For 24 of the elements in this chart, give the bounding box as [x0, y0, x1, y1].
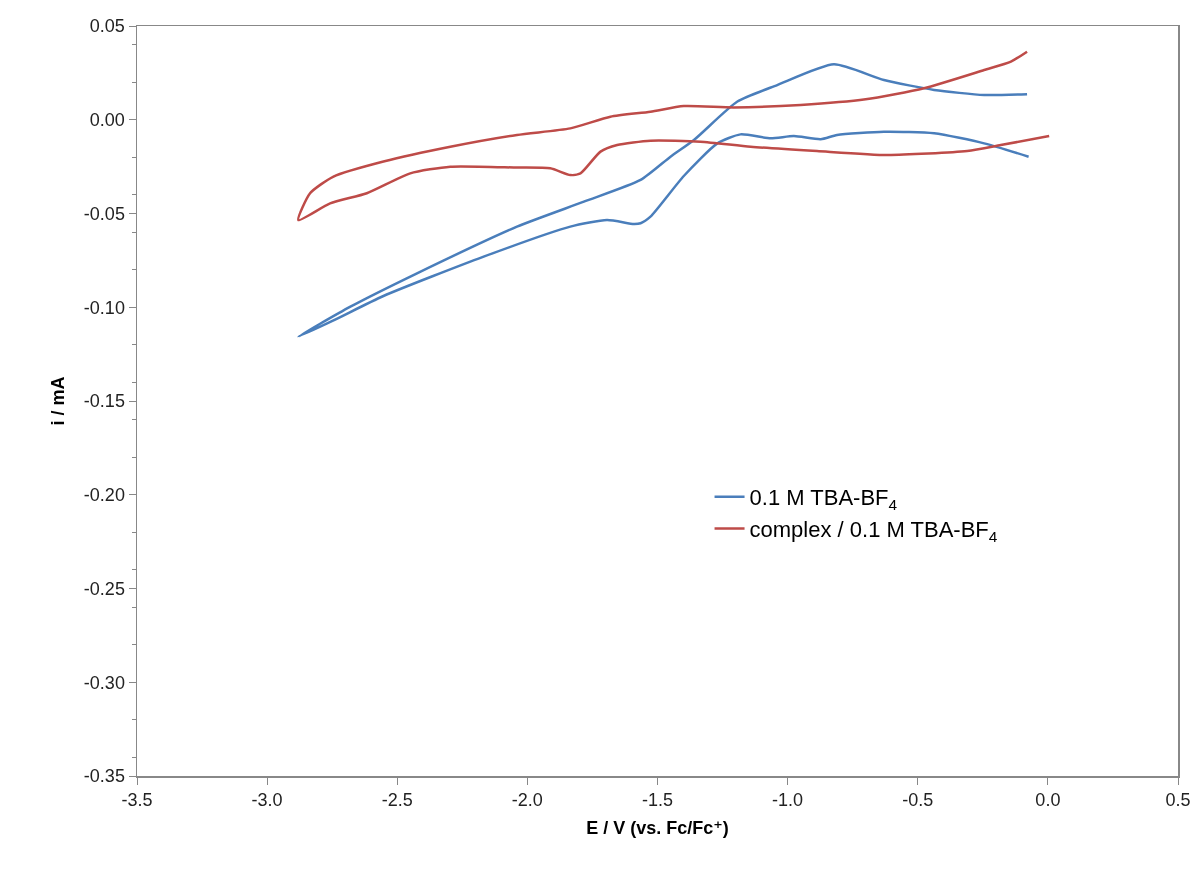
line-series [297, 50, 1051, 222]
y-tick-label: 0.00 [89, 110, 125, 131]
x-tick-label: 0.0 [1035, 790, 1061, 811]
y-tick-label: -0.20 [83, 485, 125, 506]
y-tick-label: -0.30 [83, 672, 125, 693]
legend-label: 0.1 M TBA-BF$_{4}$ [749, 485, 898, 513]
y-tick-label: -0.10 [83, 297, 125, 318]
x-tick-label: -2.5 [381, 790, 413, 811]
x-tick-label: -3.0 [251, 790, 283, 811]
x-tick-label: -1.0 [772, 790, 804, 811]
line-series [297, 63, 1030, 338]
y-tick-label: -0.35 [83, 766, 125, 787]
y-tick-label: -0.05 [83, 203, 125, 224]
x-tick-label: -2.0 [511, 790, 543, 811]
x-tick-label: -3.5 [121, 790, 153, 811]
y-tick-label: -0.15 [83, 391, 125, 412]
legend-label: complex / 0.1 M TBA-BF$_{4}$ [749, 516, 998, 545]
x-tick-label: -1.5 [641, 790, 674, 811]
y-tick-label: -0.25 [83, 578, 125, 599]
x-axis-title: E / V (vs. Fc/Fc⁺) [586, 817, 729, 838]
y-axis-title: i / mA [48, 376, 69, 426]
x-tick-label: -0.5 [902, 790, 934, 811]
x-tick-label: 0.5 [1165, 790, 1191, 811]
y-tick-label: 0.05 [89, 16, 125, 37]
